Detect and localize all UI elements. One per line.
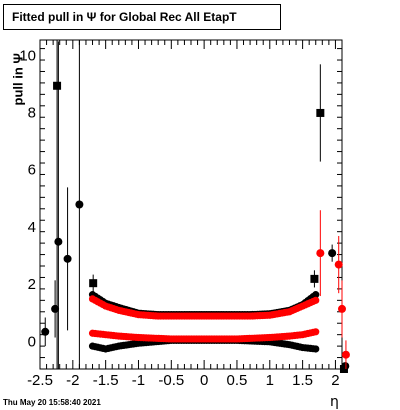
x-tick-label: -1 (132, 372, 145, 389)
y-tick-label: 8 (28, 105, 36, 122)
band-marker (312, 345, 320, 353)
y-tick-label: 4 (28, 219, 36, 236)
x-tick-label: -2.5 (27, 372, 53, 389)
x-tick-label: 2 (331, 372, 339, 389)
data-point-circle (51, 304, 60, 313)
x-tick-label: -0.5 (158, 372, 184, 389)
data-point-circle (334, 260, 343, 269)
x-tick-label: 0.5 (227, 372, 248, 389)
data-point-circle (54, 237, 63, 246)
x-tick-label: 1.5 (292, 372, 313, 389)
data-point-square (53, 81, 62, 90)
band-marker (312, 291, 320, 299)
x-tick-label: -2 (66, 372, 79, 389)
data-point-circle (341, 362, 350, 371)
y-tick-label: 0 (28, 333, 36, 350)
band-marker (312, 296, 320, 304)
data-point-circle (341, 350, 350, 359)
y-tick-label: 6 (28, 162, 36, 179)
data-point-circle (338, 304, 346, 313)
band-marker (312, 328, 320, 336)
x-axis-label: η (330, 394, 339, 410)
data-point-circle (41, 327, 50, 336)
plot-frame (39, 39, 343, 370)
data-point-circle (75, 200, 84, 209)
x-tick-label: 1 (266, 372, 274, 389)
chart-title: Fitted pull in Ψ for Global Rec All Etap… (3, 4, 281, 30)
data-point-square (310, 274, 319, 283)
y-axis-label: pull in Ψ (10, 53, 26, 106)
data-point-circle (316, 249, 325, 258)
y-tick-label: 2 (28, 276, 36, 293)
x-tick-label: -1.5 (93, 372, 119, 389)
data-point-circle (63, 254, 72, 263)
data-point-circle (328, 249, 337, 258)
x-tick-label: 0 (200, 372, 208, 389)
plot-area: 0 2 4 6 8 10 -2.5 -2 -1.5 -1 -0.5 0 0.5 1 1.5 2 (19, 39, 350, 389)
timestamp: Thu May 20 15:58:40 2021 (3, 398, 101, 407)
y-tick-label: 10 (19, 47, 36, 64)
data-point-square (316, 108, 325, 117)
data-point-square (89, 279, 98, 288)
